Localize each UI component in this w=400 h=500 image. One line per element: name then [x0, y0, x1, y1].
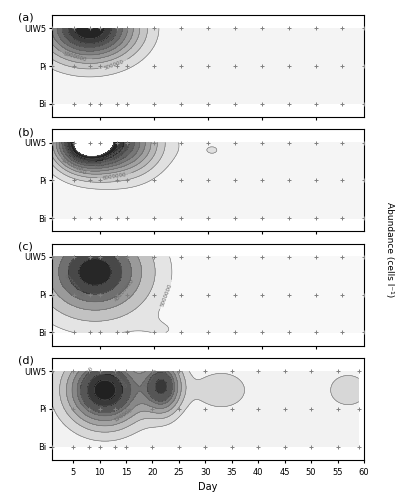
Text: 45000000: 45000000 — [113, 278, 135, 302]
Text: 60000000: 60000000 — [63, 273, 85, 298]
Text: (b): (b) — [18, 128, 34, 138]
Text: Abundance (cells l⁻¹): Abundance (cells l⁻¹) — [386, 202, 394, 298]
Text: 170000: 170000 — [78, 366, 94, 386]
X-axis label: Day: Day — [198, 482, 218, 492]
Text: 1000000: 1000000 — [62, 52, 88, 63]
Text: 18000000: 18000000 — [100, 146, 126, 166]
Text: (c): (c) — [18, 242, 32, 252]
Text: 14000000: 14000000 — [93, 158, 122, 170]
Text: 6000000: 6000000 — [102, 172, 127, 181]
Text: (d): (d) — [18, 356, 34, 366]
Text: 120000: 120000 — [114, 408, 134, 423]
Text: 5000000: 5000000 — [160, 282, 174, 307]
Text: 10000000: 10000000 — [60, 158, 86, 176]
Text: 170000: 170000 — [143, 368, 158, 389]
Text: 500000: 500000 — [103, 60, 124, 71]
Text: (a): (a) — [18, 13, 33, 23]
Text: 210000: 210000 — [110, 370, 127, 390]
